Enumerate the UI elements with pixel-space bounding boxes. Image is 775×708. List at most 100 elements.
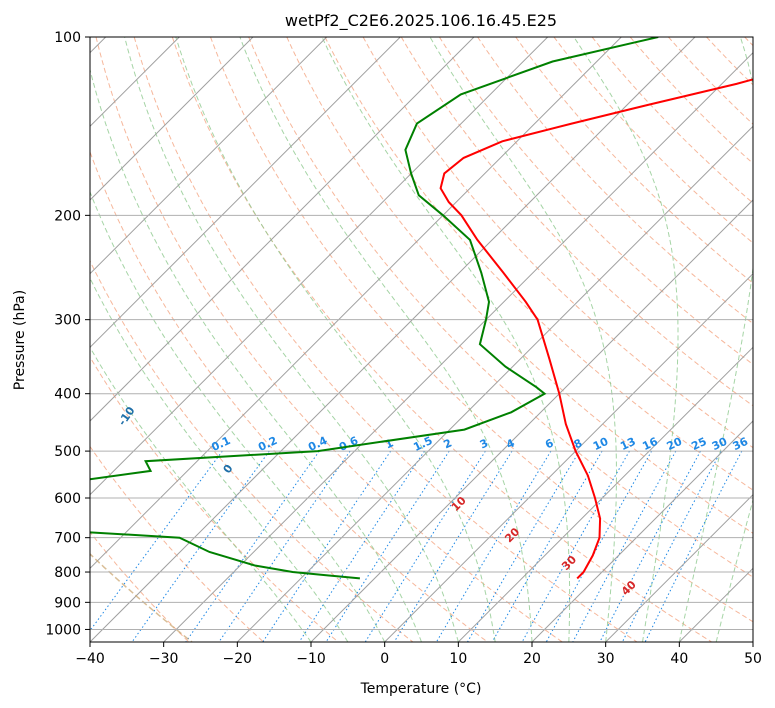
isotherm-line xyxy=(236,125,753,642)
moist-adiabat-line xyxy=(321,37,571,642)
y-tick-label: 600 xyxy=(54,491,81,507)
moist-adiabat-line xyxy=(573,37,679,642)
mixing-ratio-line xyxy=(298,450,425,642)
y-tick-label: 400 xyxy=(54,387,81,403)
background-lines xyxy=(90,37,753,642)
dry-adiabat-line xyxy=(362,37,753,449)
dry-adiabat-line xyxy=(210,37,753,623)
dry-adiabat-line xyxy=(133,37,638,642)
mixing-ratio-line xyxy=(521,450,630,642)
isotherm-line xyxy=(605,493,753,642)
dry-adiabat-line xyxy=(515,37,753,284)
dry-adiabat-line xyxy=(286,37,753,534)
moist-adiabat-line xyxy=(715,498,753,642)
dry-adiabat-line xyxy=(90,356,339,642)
x-tick-label: 20 xyxy=(523,651,541,667)
profiles xyxy=(90,37,753,580)
x-tick-label: −10 xyxy=(296,651,326,667)
isotherm-line xyxy=(752,641,753,642)
dry-adiabat-line xyxy=(438,37,753,366)
dry-adiabat-line xyxy=(90,150,488,642)
mixing-ratio-line xyxy=(467,450,580,642)
mixing-ratio-label: 2 xyxy=(442,436,454,451)
isotherm-line xyxy=(384,272,753,642)
x-tick-label: 50 xyxy=(744,651,762,667)
x-tick-label: −30 xyxy=(149,651,179,667)
mixing-ratio-line xyxy=(262,450,392,642)
y-tick-label: 900 xyxy=(54,595,81,611)
mixing-ratio-label: 6 xyxy=(543,436,556,451)
moist-adiabat-line xyxy=(90,277,349,642)
mixing-ratio-label: 4 xyxy=(504,436,517,451)
moist-adiabat-line xyxy=(90,67,422,642)
isotherm-line xyxy=(90,37,254,201)
dry-adiabat-line xyxy=(171,37,712,642)
isotherm-line xyxy=(163,51,753,642)
x-tick-label: −20 xyxy=(223,651,253,667)
y-axis: 100 200 300 400 500 600 700 800 900 1000 xyxy=(45,30,90,638)
moist-adiabat-line xyxy=(90,346,312,642)
chart-title: wetPf2_C2E6.2025.106.16.45.E25 xyxy=(285,11,557,31)
x-axis: −40 −30 −20 −10 0 10 20 30 40 50 xyxy=(75,642,762,667)
isotherm-line xyxy=(457,346,753,642)
y-tick-label: 300 xyxy=(54,313,81,329)
dry-adiabat-line xyxy=(477,37,753,325)
mixing-ratio-label: 13 xyxy=(618,435,637,453)
mixing-ratio-line xyxy=(621,450,722,642)
mixing-ratio-label: 20 xyxy=(665,435,685,453)
isotherm-line xyxy=(90,37,549,496)
mixing-ratio-line xyxy=(325,450,450,642)
dry-adiabat-line xyxy=(400,37,753,407)
isotherm-line xyxy=(90,37,328,275)
moist-adiabat-line xyxy=(90,190,386,642)
moist-adiabat-line xyxy=(429,37,617,642)
isotherm-line xyxy=(90,37,401,349)
mixing-ratio-line xyxy=(218,450,351,642)
y-axis-label: Pressure (hPa) xyxy=(12,290,28,390)
moist-adiabat-label: 10 xyxy=(449,494,469,514)
mixing-ratio-label: 25 xyxy=(689,435,708,453)
dry-adiabat-line xyxy=(591,37,753,204)
dry-adiabat-line xyxy=(248,37,753,578)
mixing-ratio-line xyxy=(90,450,223,632)
reference-curve xyxy=(90,552,193,642)
moist-adiabat-line xyxy=(124,37,459,642)
isotherm-line xyxy=(90,37,475,422)
line-labels: 0.10.20.40.611.52346810131620253036-100-… xyxy=(116,404,751,598)
mixing-ratio-line xyxy=(599,450,701,642)
temperature-profile xyxy=(439,78,753,580)
x-tick-label: 30 xyxy=(597,651,615,667)
moist-adiabat-label: 40 xyxy=(619,578,639,598)
isotherm-line xyxy=(90,37,696,642)
moist-adiabat-line xyxy=(175,37,496,642)
moist-adiabat-line xyxy=(239,37,533,642)
dry-adiabat-line xyxy=(90,445,264,642)
dry-adiabat-label: 0 xyxy=(221,462,236,476)
plot-frame xyxy=(89,36,754,643)
dry-adiabat-line xyxy=(90,531,190,642)
dry-adiabat-label: -10 xyxy=(116,404,138,428)
x-tick-label: −40 xyxy=(75,651,105,667)
mixing-ratio-line xyxy=(131,450,270,642)
y-tick-label: 800 xyxy=(54,565,81,581)
isotherm-line xyxy=(310,199,753,642)
isotherm-line xyxy=(531,420,753,642)
dry-adiabat-line xyxy=(95,37,563,642)
y-tick-label: 700 xyxy=(54,531,81,547)
dry-adiabat-line xyxy=(744,37,753,47)
dry-adiabat-line xyxy=(90,259,414,642)
mixing-ratio-line xyxy=(644,450,743,642)
mixing-ratio-label: 36 xyxy=(731,435,751,453)
mixing-ratio-line xyxy=(491,450,603,642)
isotherm-line xyxy=(90,37,622,570)
y-tick-label: 500 xyxy=(54,444,81,460)
dry-adiabat-line xyxy=(668,37,753,125)
isotherm-line xyxy=(678,567,753,642)
dewpoint-profile xyxy=(90,37,659,580)
mixing-ratio-line xyxy=(435,450,552,642)
x-tick-label: 40 xyxy=(670,651,688,667)
y-tick-label: 200 xyxy=(54,208,81,224)
dry-adiabat-line xyxy=(706,37,753,86)
y-tick-label: 100 xyxy=(54,30,81,46)
